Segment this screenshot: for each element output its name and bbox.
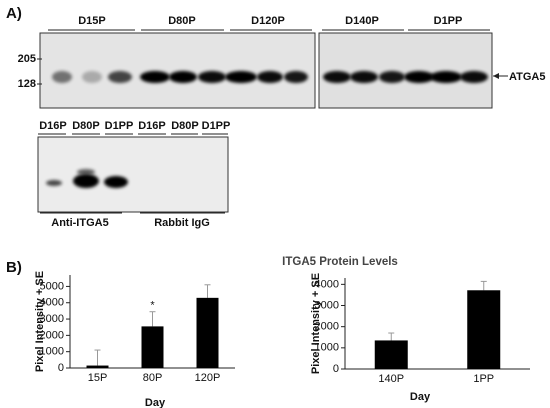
- y-tick-label: 3000: [40, 313, 64, 325]
- band: [77, 169, 95, 175]
- lane-label: D15P: [78, 15, 106, 27]
- bar: [141, 326, 164, 368]
- lane-label: D80P: [72, 120, 100, 132]
- band: [404, 71, 434, 83]
- y-tick-label: 2000: [315, 321, 339, 333]
- band: [430, 71, 462, 83]
- lane-label: D1PP: [202, 120, 231, 132]
- band: [257, 71, 283, 83]
- band: [140, 71, 170, 83]
- lane-label: D140P: [345, 15, 379, 27]
- band: [225, 71, 257, 83]
- y-axis-label: Pixel Intensity + SE: [34, 271, 46, 372]
- x-axis-label: Day: [145, 397, 166, 408]
- y-tick-label: 2000: [40, 329, 64, 341]
- band: [46, 180, 62, 186]
- y-tick-label: 1000: [40, 346, 64, 358]
- blot: [318, 32, 493, 109]
- lane-label: D80P: [171, 120, 199, 132]
- blot: [39, 32, 316, 109]
- y-axis-label: Pixel Intensity + SE: [310, 273, 322, 374]
- band: [323, 71, 351, 83]
- lane-lines: [38, 29, 490, 214]
- band: [82, 71, 102, 83]
- y-tick-label: 4000: [315, 278, 339, 290]
- band: [52, 71, 72, 83]
- y-tick-label: 0: [58, 362, 64, 374]
- x-tick-label: 80P: [143, 372, 163, 384]
- bands: [46, 71, 488, 188]
- panel-label: B): [6, 259, 22, 276]
- marker-label: 205: [18, 53, 36, 65]
- y-tick-label: 0: [333, 363, 339, 375]
- panel-label: A): [6, 5, 22, 22]
- x-tick-label: 120P: [195, 372, 221, 384]
- band: [350, 71, 378, 83]
- marker-label: 128: [18, 78, 36, 90]
- band: [460, 71, 488, 83]
- chart-title: ITGA5 Protein Levels: [282, 256, 398, 268]
- group-label: Rabbit IgG: [154, 217, 210, 229]
- lane-label: D16P: [138, 120, 166, 132]
- band-label: ATGA5: [509, 71, 545, 83]
- band: [169, 71, 197, 83]
- band: [108, 71, 132, 83]
- group-label: Anti-ITGA5: [51, 217, 108, 229]
- bar: [196, 297, 219, 368]
- band: [379, 71, 405, 83]
- x-tick-label: 15P: [88, 372, 108, 384]
- bar: [467, 290, 501, 369]
- bar: [86, 365, 109, 368]
- x-tick-label: 1PP: [473, 373, 494, 385]
- y-tick-label: 5000: [40, 280, 64, 292]
- band: [198, 71, 226, 83]
- band: [104, 176, 128, 188]
- y-tick-label: 3000: [315, 299, 339, 311]
- lane-label: D80P: [168, 15, 196, 27]
- x-tick-label: 140P: [378, 373, 404, 385]
- blot: [37, 136, 229, 213]
- lane-label: D16P: [39, 120, 67, 132]
- y-tick-label: 4000: [40, 297, 64, 309]
- arrow-head: [493, 73, 499, 79]
- lane-label: D120P: [251, 15, 285, 27]
- x-axis-label: Day: [410, 391, 431, 403]
- bar: [374, 340, 408, 369]
- y-tick-label: 1000: [315, 342, 339, 354]
- band: [284, 71, 308, 83]
- annotation: *: [150, 300, 155, 312]
- lane-label: D1PP: [434, 15, 463, 27]
- band: [73, 174, 99, 188]
- lane-label: D1PP: [105, 120, 134, 132]
